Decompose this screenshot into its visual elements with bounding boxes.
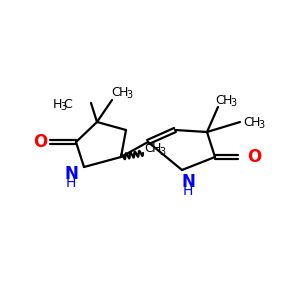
Text: N: N (181, 173, 195, 191)
Text: N: N (64, 165, 78, 183)
Text: 3: 3 (126, 90, 132, 100)
Text: O: O (33, 133, 47, 151)
Text: C: C (216, 94, 224, 106)
Text: H: H (222, 94, 232, 106)
Text: H: H (250, 116, 260, 128)
Text: H: H (151, 142, 161, 155)
Text: C: C (112, 85, 120, 98)
Text: C: C (244, 116, 252, 128)
Text: 3: 3 (230, 98, 236, 108)
Text: 3: 3 (60, 102, 66, 112)
Text: H: H (52, 98, 62, 110)
Text: C: C (145, 142, 153, 155)
Text: H: H (118, 85, 128, 98)
Text: 3: 3 (258, 120, 264, 130)
Text: H: H (183, 184, 193, 198)
Text: 3: 3 (159, 147, 165, 157)
Text: C: C (64, 98, 72, 110)
Text: O: O (247, 148, 261, 166)
Text: H: H (66, 176, 76, 190)
